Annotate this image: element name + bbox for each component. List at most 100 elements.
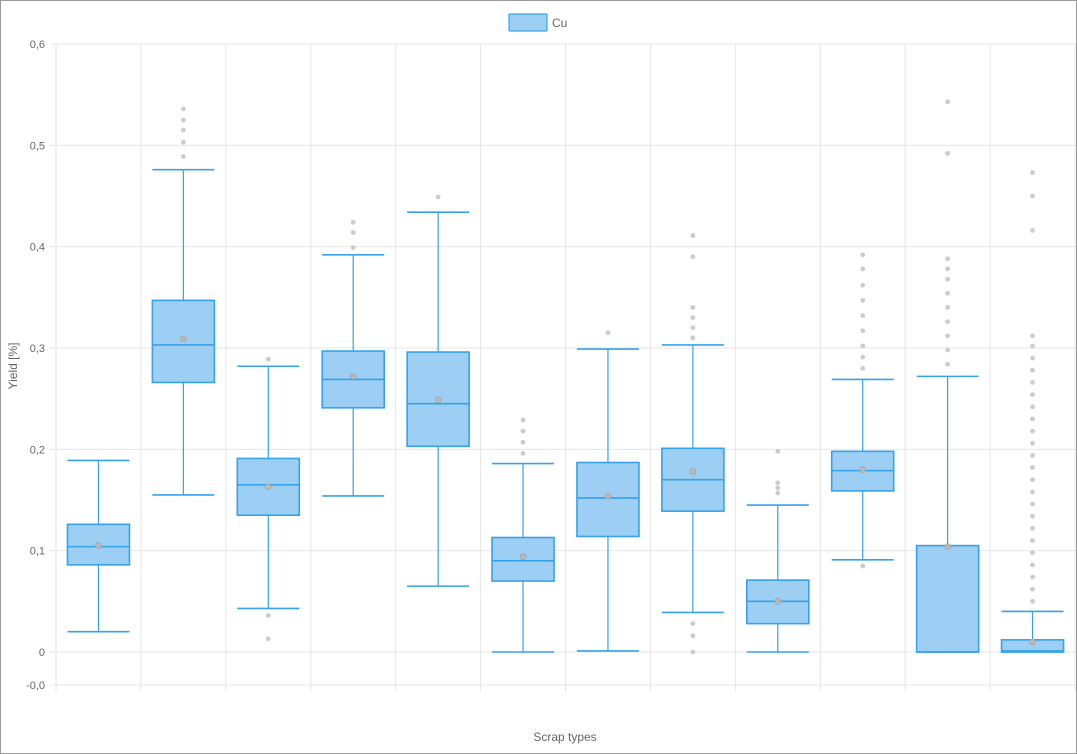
- grid-layer: [50, 43, 1076, 691]
- box-1[interactable]: [66, 459, 131, 633]
- mean-marker: [604, 492, 612, 500]
- box-9[interactable]: [745, 448, 810, 653]
- outlier-point: [1030, 367, 1035, 373]
- y-tick-label: 0,4: [30, 242, 45, 254]
- y-tick-label: 0,2: [30, 444, 45, 456]
- outlier-point: [860, 266, 866, 272]
- outlier-point: [1030, 453, 1035, 458]
- y-axis-ticks: 0,6 0,5 0,4 0,3 0,2 0,1 0 -0,0: [26, 39, 45, 692]
- box-6[interactable]: [491, 417, 555, 653]
- mean-marker: [95, 542, 102, 549]
- outlier-point: [945, 361, 951, 367]
- outlier-point: [520, 428, 526, 434]
- outlier-point: [1030, 501, 1035, 507]
- mean-marker: [349, 373, 357, 380]
- outlier-point: [1030, 513, 1035, 519]
- outlier-point: [1030, 538, 1035, 543]
- outlier-point: [945, 276, 951, 282]
- x-axis-title: Scrap types: [533, 730, 596, 744]
- outlier-point: [1030, 586, 1035, 592]
- box-7[interactable]: [576, 330, 640, 652]
- outlier-point: [945, 99, 951, 105]
- outlier-point: [1030, 380, 1035, 385]
- legend-label-cu[interactable]: Cu: [552, 16, 567, 30]
- outlier-point: [1030, 343, 1035, 349]
- legend[interactable]: Cu: [508, 13, 567, 32]
- outlier-point: [520, 417, 526, 423]
- outlier-point: [690, 315, 696, 320]
- outlier-point: [435, 194, 441, 200]
- outlier-point: [350, 245, 356, 251]
- outlier-point: [1030, 392, 1035, 398]
- outlier-point: [945, 256, 951, 262]
- outlier-point: [1030, 598, 1035, 604]
- outlier-point: [690, 621, 696, 627]
- outlier-point: [945, 266, 951, 272]
- outlier-point: [945, 290, 951, 296]
- outlier-point: [605, 330, 611, 336]
- box-iqr[interactable]: [576, 461, 640, 538]
- outlier-point: [690, 335, 696, 341]
- y-tick-label: 0,5: [30, 140, 45, 152]
- outlier-point: [690, 305, 696, 310]
- outlier-point: [265, 613, 271, 618]
- outlier-point: [690, 325, 696, 331]
- box-iqr[interactable]: [66, 523, 131, 566]
- y-tick-label: 0,6: [30, 39, 45, 51]
- box-12[interactable]: [1000, 170, 1065, 653]
- box-3[interactable]: [236, 356, 301, 642]
- mean-marker: [774, 598, 782, 605]
- outlier-point: [860, 313, 866, 318]
- mean-marker: [264, 483, 272, 491]
- box-8[interactable]: [661, 233, 725, 655]
- outlier-point: [520, 450, 526, 456]
- box-10[interactable]: [830, 252, 895, 569]
- outlier-point: [945, 151, 951, 156]
- mean-marker: [689, 468, 697, 475]
- box-2[interactable]: [151, 106, 216, 496]
- outlier-point: [180, 106, 186, 112]
- outlier-point: [690, 649, 696, 655]
- box-4[interactable]: [321, 219, 386, 497]
- outlier-point: [1030, 489, 1035, 495]
- box-iqr[interactable]: [915, 544, 980, 653]
- outlier-point: [860, 365, 866, 371]
- outlier-point: [860, 328, 866, 334]
- outlier-point: [945, 333, 951, 339]
- outlier-point: [1030, 170, 1035, 176]
- y-tick-label: 0: [39, 647, 45, 659]
- box-5[interactable]: [406, 194, 470, 587]
- outlier-point: [1030, 550, 1035, 556]
- outlier-point: [1030, 440, 1035, 446]
- legend-swatch-cu[interactable]: [508, 13, 548, 32]
- outlier-point: [180, 127, 186, 133]
- outlier-point: [860, 354, 866, 360]
- outlier-point: [180, 154, 186, 159]
- outlier-point: [860, 252, 866, 258]
- outlier-point: [945, 305, 951, 310]
- outlier-point: [1030, 193, 1035, 199]
- y-tick-label: 0,3: [30, 343, 45, 355]
- mean-marker: [519, 553, 527, 561]
- outlier-point: [775, 485, 781, 491]
- outlier-point: [1030, 574, 1035, 580]
- outlier-point: [1030, 333, 1035, 339]
- outlier-point: [1030, 525, 1035, 531]
- outlier-point: [180, 117, 186, 123]
- y-tick-label: 0,1: [30, 546, 45, 558]
- outlier-point: [1030, 416, 1035, 422]
- mean-marker: [859, 466, 867, 473]
- outlier-point: [860, 343, 866, 349]
- box-layer: [66, 99, 1065, 655]
- outlier-point: [350, 230, 356, 235]
- outlier-point: [945, 319, 951, 325]
- box-11[interactable]: [915, 99, 980, 653]
- y-tick-label: -0,0: [26, 680, 45, 692]
- outlier-point: [860, 282, 866, 288]
- outlier-point: [690, 633, 696, 639]
- outlier-point: [520, 439, 526, 445]
- outlier-point: [265, 356, 271, 362]
- outlier-point: [1030, 465, 1035, 470]
- outlier-point: [265, 636, 271, 642]
